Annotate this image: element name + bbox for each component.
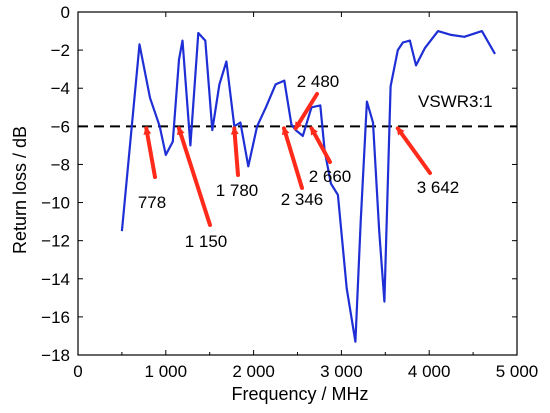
annotation-arrow: [293, 92, 319, 131]
annotation-label: 778: [138, 193, 166, 212]
annotation-arrow: [395, 126, 432, 175]
annotation-label: 2 660: [309, 167, 352, 186]
y-tick-label: −6: [51, 117, 70, 136]
y-tick-label: −14: [41, 270, 70, 289]
return-loss-series-line: [120, 30, 496, 343]
axes: 0 1 000 2 000 3 000 4 000 5 000 0 −2 −4 −6 −8 −10 −1…: [41, 3, 538, 381]
y-tick-label: −12: [41, 232, 70, 251]
y-axis-title: Return loss / dB: [10, 126, 30, 254]
y-tick-label: −2: [51, 41, 70, 60]
x-tick-label: 2 000: [232, 362, 275, 381]
annotation-label: 2 346: [281, 190, 324, 209]
y-tick-label: −18: [41, 346, 70, 365]
x-tick-label: 0: [73, 362, 82, 381]
x-tick-label: 3 000: [320, 362, 363, 381]
annotation-label: 1 780: [216, 181, 259, 200]
x-tick-label: 4 000: [408, 362, 451, 381]
x-tick-label: 5 000: [496, 362, 539, 381]
series-layer: [120, 30, 496, 343]
annotation-layer: 778 1 150 1 780 2 346 2 480 2 660 3 642: [138, 72, 459, 251]
annotation-arrow: [176, 126, 212, 227]
x-tick-label: 1 000: [145, 362, 188, 381]
annotation-label: 3 642: [417, 178, 460, 197]
annotation-label: 2 480: [297, 72, 340, 91]
y-tick-label: −16: [41, 308, 70, 327]
annotation-arrow: [143, 126, 157, 179]
y-tick-label: −8: [51, 155, 70, 174]
y-tick-label: −4: [51, 79, 70, 98]
annotation-label: 1 150: [185, 232, 228, 251]
annotation-arrow: [230, 126, 240, 177]
vswr-threshold-label: VSWR3:1: [418, 92, 493, 111]
y-tick-label: −10: [41, 194, 70, 213]
annotation-arrow: [281, 126, 304, 190]
annotation-arrow: [309, 126, 332, 164]
x-axis-title: Frequency / MHz: [231, 384, 368, 404]
y-tick-label: 0: [61, 3, 70, 22]
